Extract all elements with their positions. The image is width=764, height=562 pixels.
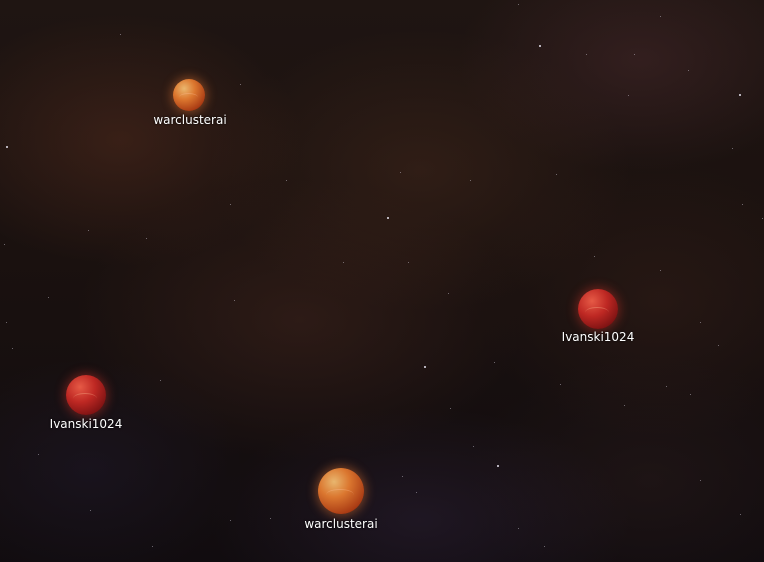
star bbox=[90, 510, 91, 511]
planet-warclusterai-bottom[interactable] bbox=[318, 468, 364, 514]
star bbox=[12, 348, 13, 349]
star bbox=[234, 300, 235, 301]
star bbox=[539, 45, 541, 47]
star bbox=[240, 84, 241, 85]
star bbox=[343, 262, 344, 263]
star bbox=[732, 148, 733, 149]
planet-owner-label: warclusterai bbox=[153, 113, 227, 127]
star bbox=[286, 180, 287, 181]
star bbox=[544, 546, 545, 547]
star bbox=[700, 322, 701, 323]
star bbox=[230, 204, 231, 205]
star bbox=[408, 262, 409, 263]
star bbox=[270, 518, 271, 519]
star bbox=[497, 465, 499, 467]
star bbox=[4, 244, 5, 245]
star bbox=[6, 146, 8, 148]
star bbox=[48, 297, 49, 298]
star bbox=[688, 70, 689, 71]
star bbox=[742, 204, 743, 205]
star bbox=[6, 322, 7, 323]
star bbox=[690, 394, 691, 395]
star bbox=[416, 492, 417, 493]
star bbox=[400, 172, 401, 173]
planet-warclusterai-top[interactable] bbox=[173, 79, 205, 111]
star bbox=[624, 405, 625, 406]
star bbox=[146, 238, 147, 239]
star bbox=[594, 256, 595, 257]
star bbox=[494, 362, 495, 363]
star bbox=[740, 514, 741, 515]
star bbox=[120, 34, 121, 35]
star bbox=[739, 94, 741, 96]
star bbox=[160, 380, 161, 381]
star bbox=[762, 218, 763, 219]
star bbox=[718, 345, 719, 346]
planet-owner-label: Ivanski1024 bbox=[561, 330, 635, 344]
star bbox=[660, 16, 661, 17]
star bbox=[556, 174, 557, 175]
star bbox=[700, 480, 701, 481]
planet-ivanski1024-right[interactable] bbox=[578, 289, 618, 329]
star bbox=[448, 293, 449, 294]
star bbox=[450, 408, 451, 409]
star bbox=[88, 230, 89, 231]
star bbox=[666, 386, 667, 387]
planet-owner-label: warclusterai bbox=[304, 517, 378, 531]
star bbox=[387, 217, 389, 219]
star bbox=[518, 4, 519, 5]
star bbox=[424, 366, 426, 368]
star bbox=[470, 180, 471, 181]
star bbox=[402, 476, 403, 477]
star bbox=[586, 54, 587, 55]
star bbox=[628, 95, 629, 96]
star bbox=[560, 384, 561, 385]
star bbox=[38, 454, 39, 455]
star bbox=[660, 270, 661, 271]
star bbox=[230, 520, 231, 521]
star bbox=[473, 446, 474, 447]
planet-ivanski1024-left[interactable] bbox=[66, 375, 106, 415]
planet-owner-label: Ivanski1024 bbox=[49, 417, 123, 431]
star bbox=[152, 546, 153, 547]
star bbox=[518, 528, 519, 529]
star bbox=[634, 54, 635, 55]
